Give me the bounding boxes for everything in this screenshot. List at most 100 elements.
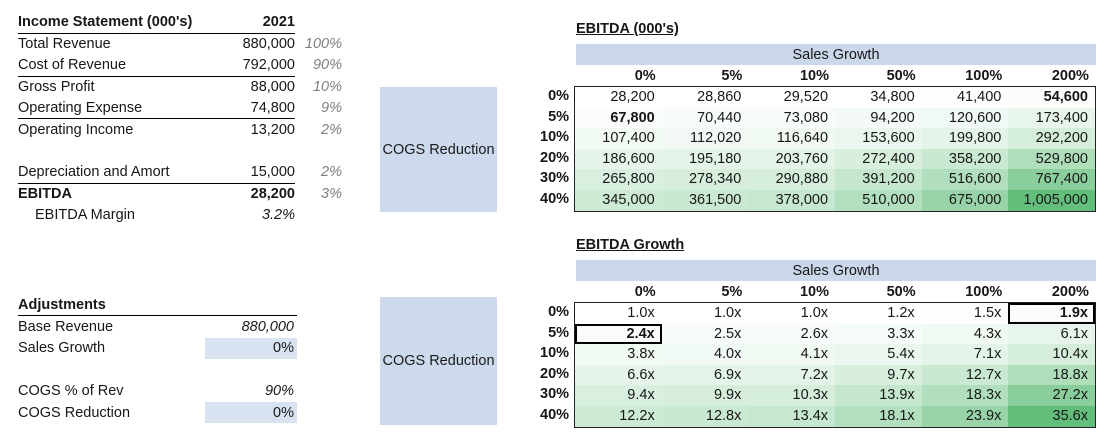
data-cell[interactable]: 116,640 [748,128,836,149]
data-cell[interactable]: 510,000 [835,189,922,211]
data-cell[interactable]: 1.2x [835,303,922,324]
data-cell[interactable]: 18.3x [921,385,1009,406]
data-cell[interactable]: 675,000 [921,189,1009,211]
data-cell[interactable]: 153,600 [835,128,922,149]
data-cell[interactable]: 13.4x [748,405,836,427]
data-cell[interactable]: 278,340 [661,169,749,190]
data-cell[interactable]: 12.2x [575,405,662,427]
heatmap-row: 12.2x 12.8x 13.4x 18.1x 23.9x 35.6x [575,405,1095,427]
data-cell[interactable]: 2.6x [748,323,836,345]
column-header[interactable]: 0% [634,67,656,84]
column-header[interactable]: 200% [1051,67,1089,84]
data-cell[interactable]: 290,880 [748,169,836,190]
data-cell[interactable]: 10.3x [748,385,836,406]
row-header[interactable]: 0% [548,304,570,320]
data-cell[interactable]: 4.1x [748,344,836,365]
column-header[interactable]: 50% [886,283,916,300]
data-cell[interactable]: 35.6x [1008,405,1095,427]
data-cell[interactable]: 6.1x [1008,323,1095,345]
row-header[interactable]: 10% [540,345,570,362]
data-cell[interactable]: 18.1x [835,405,922,427]
column-header[interactable]: 10% [799,283,829,300]
row-header[interactable]: 40% [540,190,570,207]
data-cell[interactable]: 1.5x [921,303,1009,324]
data-cell[interactable]: 358,200 [921,148,1009,170]
data-cell[interactable]: 4.3x [921,323,1009,345]
row-header[interactable]: 40% [540,406,570,423]
data-cell[interactable]: 2.5x [661,323,749,345]
data-cell[interactable]: 23.9x [921,405,1009,427]
data-cell[interactable]: 361,500 [661,189,749,211]
data-cell[interactable]: 199,800 [921,128,1009,149]
data-cell[interactable]: 41,400 [921,87,1009,108]
data-cell[interactable]: 28,200 [575,87,662,108]
data-cell[interactable]: 73,080 [748,107,836,129]
data-cell[interactable]: 529,800 [1008,148,1095,170]
row-header[interactable]: 30% [540,170,570,187]
data-cell[interactable]: 3.8x [575,344,662,365]
row-header[interactable]: 20% [540,149,570,166]
data-cell[interactable]: 9.7x [835,364,922,386]
data-cell[interactable]: 6.9x [661,364,749,386]
data-cell[interactable]: 7.2x [748,364,836,386]
column-header[interactable]: 5% [721,67,743,84]
column-header[interactable]: 10% [799,67,829,84]
row-header[interactable]: 10% [540,129,570,146]
data-cell[interactable]: 67,800 [575,107,662,129]
data-cell[interactable]: 516,600 [921,169,1009,190]
row-header[interactable]: 0% [548,88,570,104]
data-cell[interactable]: 94,200 [835,107,922,129]
column-header[interactable]: 50% [886,67,916,84]
data-cell[interactable]: 292,200 [1008,128,1095,149]
data-cell[interactable]: 345,000 [575,189,662,211]
data-cell[interactable]: 272,400 [835,148,922,170]
column-header[interactable]: 100% [965,283,1003,300]
data-cell[interactable]: 12.8x [661,405,749,427]
data-cell[interactable]: 12.7x [921,364,1009,386]
data-cell[interactable]: 10.4x [1008,344,1095,365]
data-cell[interactable]: 1,005,000 [1008,189,1095,211]
input-cell[interactable]: 0% [205,337,297,360]
row-header[interactable]: 5% [548,324,570,341]
data-cell[interactable]: 2.4x [575,323,662,345]
data-cell[interactable]: 7.1x [921,344,1009,365]
data-cell[interactable]: 767,400 [1008,169,1095,190]
data-cell[interactable]: 9.4x [575,385,662,406]
input-cell[interactable]: 0% [205,401,297,424]
row-header[interactable]: 20% [540,365,570,382]
data-cell[interactable]: 378,000 [748,189,836,211]
data-cell[interactable]: 173,400 [1008,107,1095,129]
data-cell[interactable]: 203,760 [748,148,836,170]
data-cell[interactable]: 186,600 [575,148,662,170]
data-cell[interactable]: 34,800 [835,87,922,108]
data-cell[interactable]: 265,800 [575,169,662,190]
data-cell[interactable]: 6.6x [575,364,662,386]
column-header[interactable]: 100% [965,67,1003,84]
data-cell[interactable]: 391,200 [835,169,922,190]
data-cell[interactable]: 18.8x [1008,364,1095,386]
data-cell[interactable]: 27.2x [1008,385,1095,406]
data-cell[interactable]: 1.0x [661,303,749,324]
data-cell[interactable]: 54,600 [1008,87,1095,108]
row-header[interactable]: 30% [540,386,570,403]
data-cell[interactable]: 4.0x [661,344,749,365]
data-cell[interactable]: 1.0x [575,303,662,324]
data-cell[interactable]: 195,180 [661,148,749,170]
column-header[interactable]: 0% [634,283,656,300]
data-cell[interactable]: 120,600 [921,107,1009,129]
row-percent: 9% [321,100,342,117]
data-cell[interactable]: 112,020 [661,128,749,149]
column-header[interactable]: 5% [721,283,743,300]
row-header[interactable]: 5% [548,108,570,125]
data-cell[interactable]: 13.9x [835,385,922,406]
data-cell[interactable]: 9.9x [661,385,749,406]
column-header[interactable]: 200% [1051,283,1089,300]
data-cell[interactable]: 28,860 [661,87,749,108]
data-cell[interactable]: 1.9x [1008,303,1095,324]
data-cell[interactable]: 107,400 [575,128,662,149]
data-cell[interactable]: 5.4x [835,344,922,365]
data-cell[interactable]: 1.0x [748,303,836,324]
data-cell[interactable]: 29,520 [748,87,836,108]
data-cell[interactable]: 70,440 [661,107,749,129]
data-cell[interactable]: 3.3x [835,323,922,345]
